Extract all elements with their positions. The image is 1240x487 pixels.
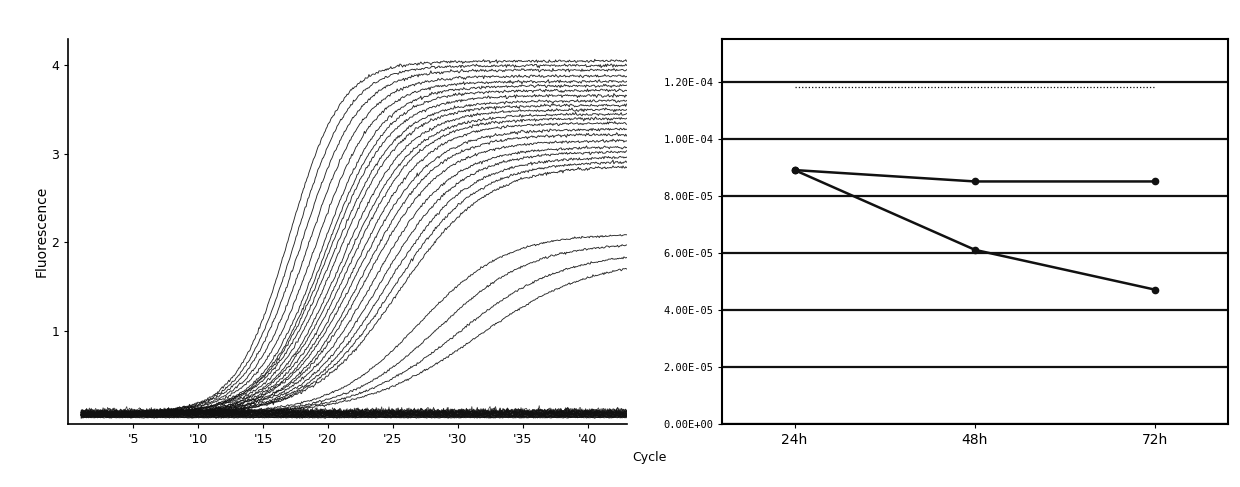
X-axis label: Cycle: Cycle [631, 450, 666, 464]
Y-axis label: Fluorescence: Fluorescence [35, 186, 48, 277]
